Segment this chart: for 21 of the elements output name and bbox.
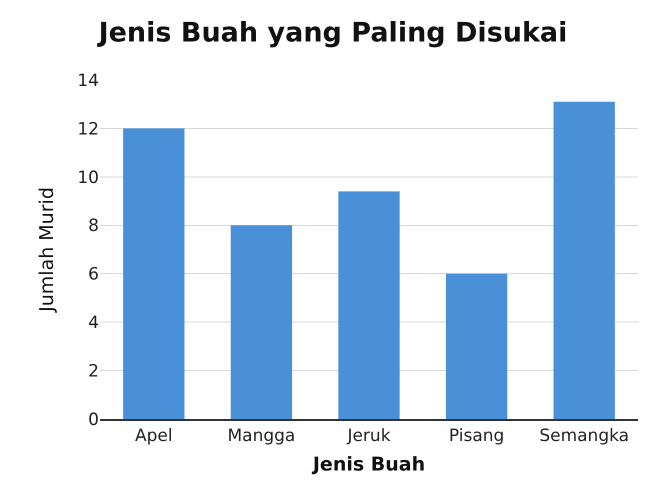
x-tick-label: Semangka xyxy=(539,426,630,446)
x-tick-label: Jeruk xyxy=(346,426,391,446)
x-tick-label: Pisang xyxy=(448,426,504,446)
bar xyxy=(123,128,184,419)
y-tick-label: 12 xyxy=(77,119,99,140)
bar xyxy=(554,102,615,419)
x-axis-title: Jenis Buah xyxy=(310,453,426,476)
y-tick-label: 10 xyxy=(77,168,99,188)
y-axis-title: Jumlah Murid xyxy=(36,187,58,313)
x-tick-label: Apel xyxy=(134,426,173,446)
chart-title: Jenis Buah yang Paling Disukai xyxy=(96,17,568,48)
y-tick-label: 4 xyxy=(88,313,99,334)
x-tick-label: Mangga xyxy=(227,426,296,446)
y-tick-label: 8 xyxy=(88,216,99,236)
bar xyxy=(446,274,508,419)
bar xyxy=(230,225,292,419)
y-tick-label: 14 xyxy=(77,70,99,91)
y-tick-label: 2 xyxy=(88,362,99,382)
y-tick-label: 0 xyxy=(88,410,99,430)
y-tick-label: 6 xyxy=(88,264,99,285)
bar xyxy=(338,191,400,419)
